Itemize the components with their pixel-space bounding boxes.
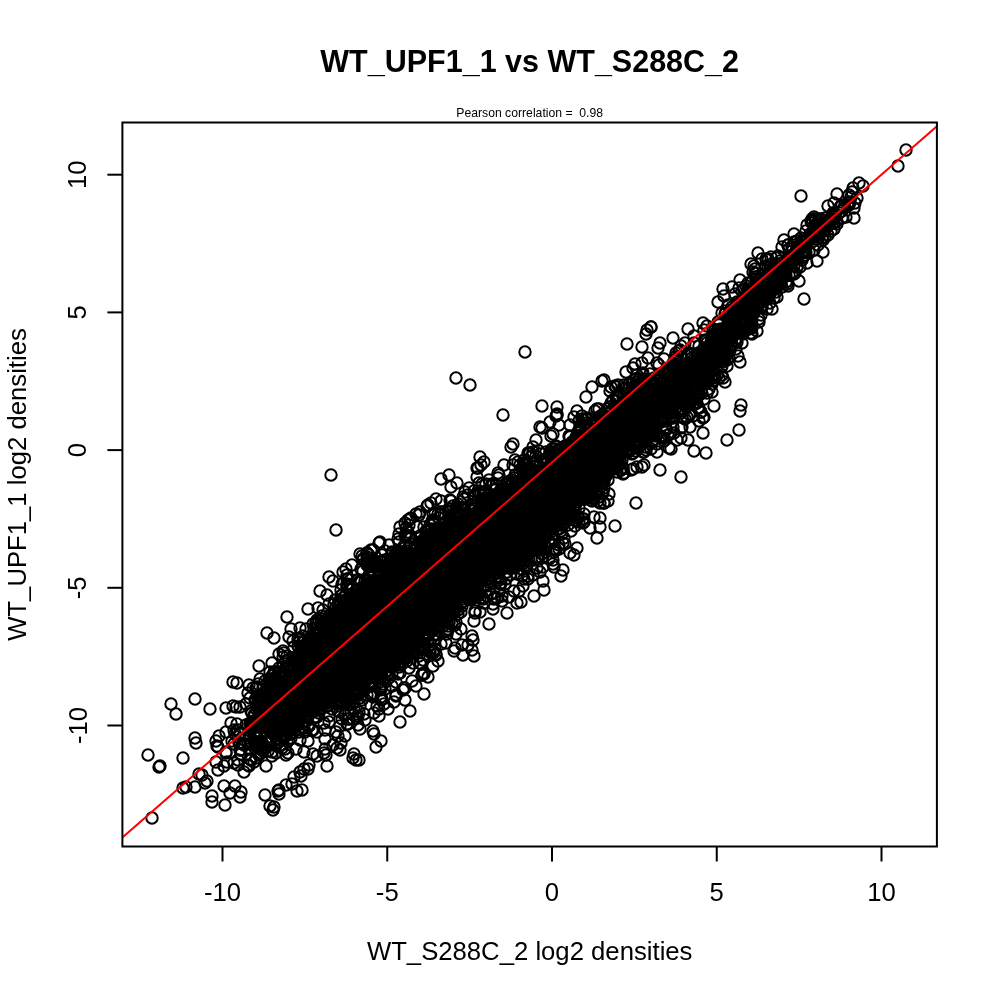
svg-text:5: 5: [64, 305, 92, 319]
svg-text:WT_UPF1_1 vs WT_S288C_2: WT_UPF1_1 vs WT_S288C_2: [320, 44, 739, 78]
svg-text:-5: -5: [376, 878, 399, 906]
svg-text:0: 0: [64, 443, 92, 457]
svg-text:WT_S288C_2 log2 densities: WT_S288C_2 log2 densities: [367, 937, 693, 965]
svg-text:-10: -10: [204, 878, 241, 906]
svg-text:5: 5: [710, 878, 724, 906]
svg-text:-5: -5: [64, 576, 92, 599]
svg-text:-10: -10: [64, 707, 92, 744]
svg-text:Pearson correlation = 0.98: Pearson correlation = 0.98: [456, 106, 603, 120]
svg-text:10: 10: [867, 878, 896, 906]
svg-text:10: 10: [64, 160, 92, 189]
svg-text:WT_UPF1_1 log2 densities: WT_UPF1_1 log2 densities: [3, 328, 31, 641]
svg-text:0: 0: [545, 878, 559, 906]
